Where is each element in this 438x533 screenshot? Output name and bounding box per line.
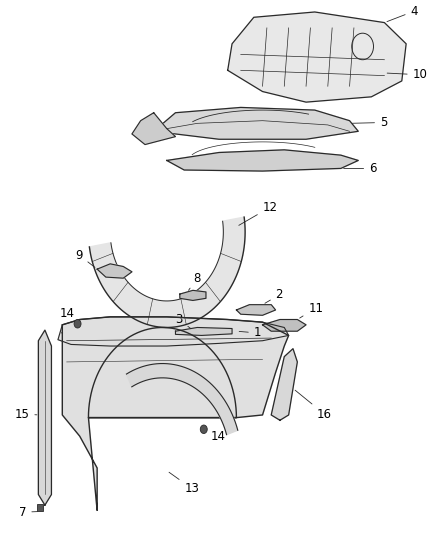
Polygon shape <box>228 12 406 102</box>
Polygon shape <box>127 364 238 434</box>
Circle shape <box>200 425 207 433</box>
Polygon shape <box>132 113 176 144</box>
Polygon shape <box>154 108 358 139</box>
Polygon shape <box>180 290 206 301</box>
Text: 14: 14 <box>60 307 78 324</box>
Text: 2: 2 <box>265 288 283 303</box>
Polygon shape <box>58 317 289 346</box>
Text: 13: 13 <box>169 472 199 495</box>
Text: 16: 16 <box>295 390 332 421</box>
Polygon shape <box>176 327 232 335</box>
Text: 4: 4 <box>387 5 418 22</box>
Polygon shape <box>167 150 358 171</box>
Text: 10: 10 <box>387 68 427 81</box>
Polygon shape <box>97 264 132 278</box>
Text: 6: 6 <box>344 162 377 175</box>
Polygon shape <box>262 319 306 331</box>
Text: 12: 12 <box>239 201 278 225</box>
Text: 3: 3 <box>176 313 191 328</box>
Text: 7: 7 <box>19 506 38 519</box>
Polygon shape <box>39 330 51 505</box>
Polygon shape <box>237 305 276 316</box>
Polygon shape <box>271 349 297 420</box>
Text: 9: 9 <box>75 248 95 268</box>
Text: 8: 8 <box>188 272 200 290</box>
Text: 1: 1 <box>239 327 261 340</box>
Circle shape <box>74 319 81 328</box>
Text: 11: 11 <box>300 302 323 318</box>
Text: 14: 14 <box>204 429 225 443</box>
Text: 15: 15 <box>14 408 37 421</box>
Bar <box>37 504 43 512</box>
Polygon shape <box>62 317 289 511</box>
Text: 5: 5 <box>352 116 387 129</box>
Polygon shape <box>89 217 245 327</box>
